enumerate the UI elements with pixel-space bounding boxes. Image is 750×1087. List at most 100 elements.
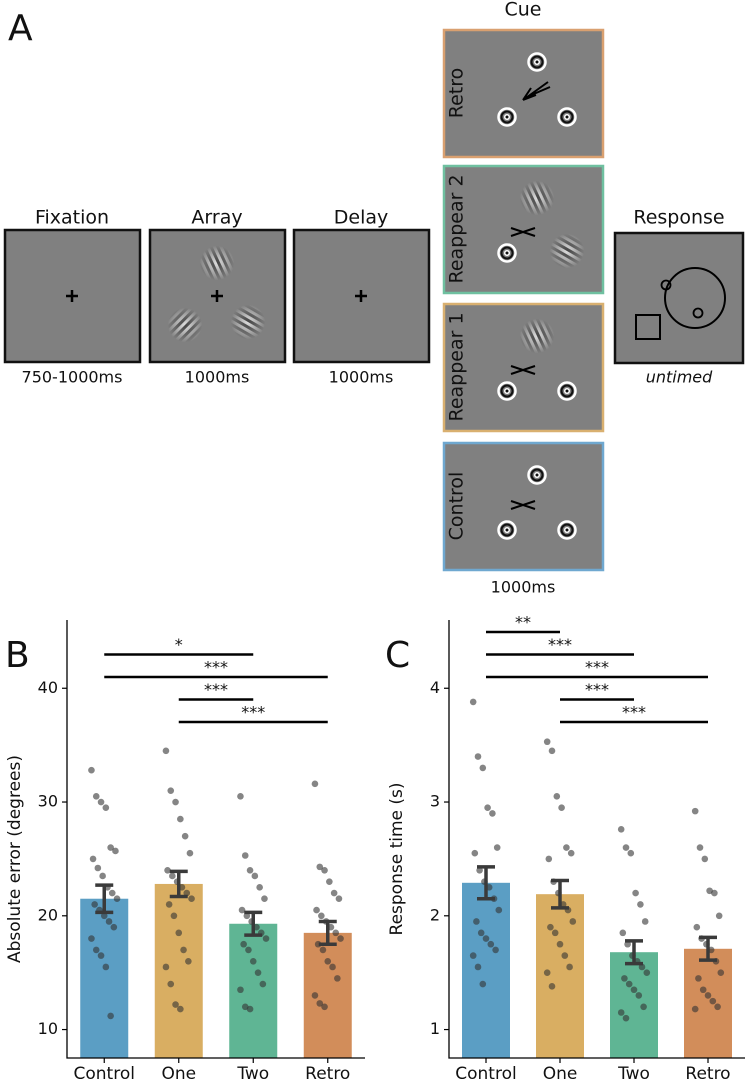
- data-point: [553, 793, 561, 800]
- ring: [497, 520, 517, 540]
- grating: [519, 318, 555, 354]
- grating: [199, 245, 235, 281]
- data-point: [548, 747, 556, 755]
- data-point: [254, 969, 262, 976]
- data-point: [92, 793, 100, 800]
- data-point: [89, 855, 97, 863]
- data-point: [97, 952, 105, 959]
- significance-label: *: [175, 635, 183, 654]
- data-point: [627, 849, 635, 857]
- data-point: [241, 852, 249, 859]
- error-bar: [625, 939, 643, 966]
- stimulus-screen: [613, 231, 745, 365]
- data-point: [624, 940, 631, 948]
- data-point: [714, 1003, 721, 1011]
- axes: [66, 620, 365, 1059]
- response-wheel: [664, 267, 726, 329]
- data-point: [311, 992, 319, 999]
- data-point: [492, 946, 499, 954]
- ring: [535, 473, 539, 477]
- cue-symbol: [510, 365, 536, 375]
- grating: [230, 304, 266, 340]
- data-point: [479, 980, 487, 988]
- stimulus-screen: [442, 302, 605, 433]
- data-point: [547, 923, 554, 931]
- response-marker: [692, 307, 704, 319]
- data-point: [91, 901, 98, 908]
- data-point: [246, 1005, 254, 1013]
- data-point: [617, 826, 625, 833]
- data-point: [543, 738, 551, 746]
- data-point: [165, 901, 173, 908]
- x-tick-label: Two: [236, 1064, 269, 1084]
- bar: [610, 952, 658, 1058]
- data-point: [188, 895, 195, 903]
- y-tick-label: 40: [38, 678, 58, 697]
- stage-duration: 1000ms: [185, 368, 250, 387]
- data-point: [113, 895, 121, 903]
- data-point: [717, 969, 725, 976]
- data-point: [337, 935, 344, 942]
- ring: [497, 107, 517, 127]
- data-point: [474, 753, 482, 760]
- error-bar: [551, 878, 569, 910]
- data-point: [701, 855, 709, 863]
- data-point: [181, 832, 189, 840]
- data-point: [249, 957, 257, 965]
- significance-label: ***: [585, 680, 609, 699]
- data-point: [635, 992, 643, 999]
- response-duration: untimed: [646, 368, 713, 387]
- stage-duration: 750-1000ms: [22, 368, 123, 387]
- cue-symbol: [510, 500, 536, 510]
- data-point: [543, 969, 551, 976]
- bar: [229, 923, 278, 1058]
- ring: [527, 52, 547, 72]
- data-point: [691, 807, 699, 815]
- significance-label: **: [515, 613, 531, 632]
- data-point: [640, 1003, 647, 1011]
- response-marker: [660, 279, 672, 291]
- error-bar: [477, 865, 495, 901]
- data-point: [102, 804, 110, 812]
- data-point: [324, 957, 332, 965]
- data-point: [108, 889, 116, 897]
- data-point: [316, 1000, 324, 1007]
- data-point: [632, 889, 639, 897]
- data-point: [240, 940, 247, 948]
- stage-title: Array: [191, 207, 242, 229]
- data-point: [469, 952, 477, 959]
- data-point: [112, 847, 119, 855]
- x-tick-label: Retro: [685, 1064, 730, 1084]
- data-point: [175, 929, 183, 937]
- data-point: [711, 889, 718, 897]
- data-point: [695, 975, 702, 982]
- data-point: [551, 929, 559, 937]
- cue-condition: Reappear 2: [446, 174, 468, 283]
- data-point: [471, 849, 479, 857]
- data-point: [495, 906, 503, 914]
- cue-condition: Retro: [446, 68, 468, 119]
- data-point: [105, 918, 113, 925]
- x-tick-label: One: [543, 1064, 578, 1084]
- grating: [167, 307, 203, 343]
- ring: [560, 110, 574, 124]
- ring: [565, 115, 569, 119]
- fixation-cross: [355, 290, 367, 302]
- data-point: [619, 929, 627, 937]
- data-point: [167, 980, 175, 988]
- ring: [497, 243, 517, 263]
- x-tick-label: Two: [617, 1064, 650, 1084]
- data-point: [88, 766, 95, 774]
- grating: [549, 233, 585, 269]
- data-point: [97, 798, 105, 806]
- bar: [80, 898, 129, 1058]
- data-point: [180, 946, 187, 954]
- data-point: [321, 1003, 328, 1011]
- response-title: Response: [633, 207, 724, 229]
- data-point: [162, 963, 170, 971]
- data-point: [566, 963, 573, 971]
- data-point: [469, 698, 477, 706]
- data-point: [638, 963, 646, 971]
- data-point: [245, 946, 252, 954]
